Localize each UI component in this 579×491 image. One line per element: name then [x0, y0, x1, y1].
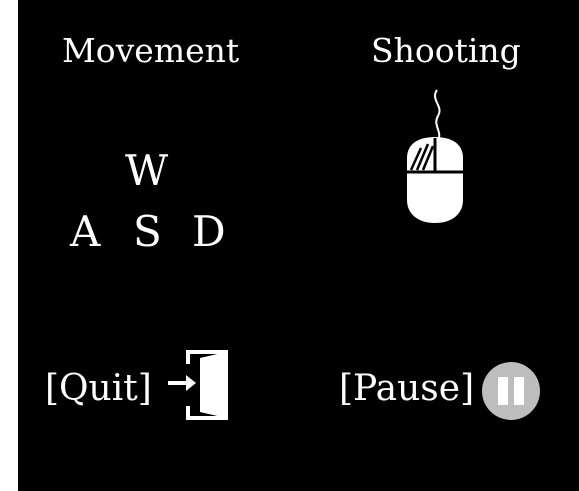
key-w: W [125, 146, 169, 195]
shooting-heading: Shooting [371, 31, 521, 70]
exit-door-icon [168, 350, 228, 420]
quit-label: [Quit] [45, 368, 152, 409]
pause-icon [482, 362, 540, 420]
pause-label: [Pause] [339, 368, 475, 409]
movement-heading: Movement [62, 31, 240, 70]
key-d: D [192, 207, 226, 256]
key-a: A [70, 207, 101, 256]
key-s: S [133, 207, 162, 256]
mouse-icon [407, 89, 463, 223]
controls-panel: Movement W A S D Shooting [Quit] [Pause] [18, 0, 579, 491]
